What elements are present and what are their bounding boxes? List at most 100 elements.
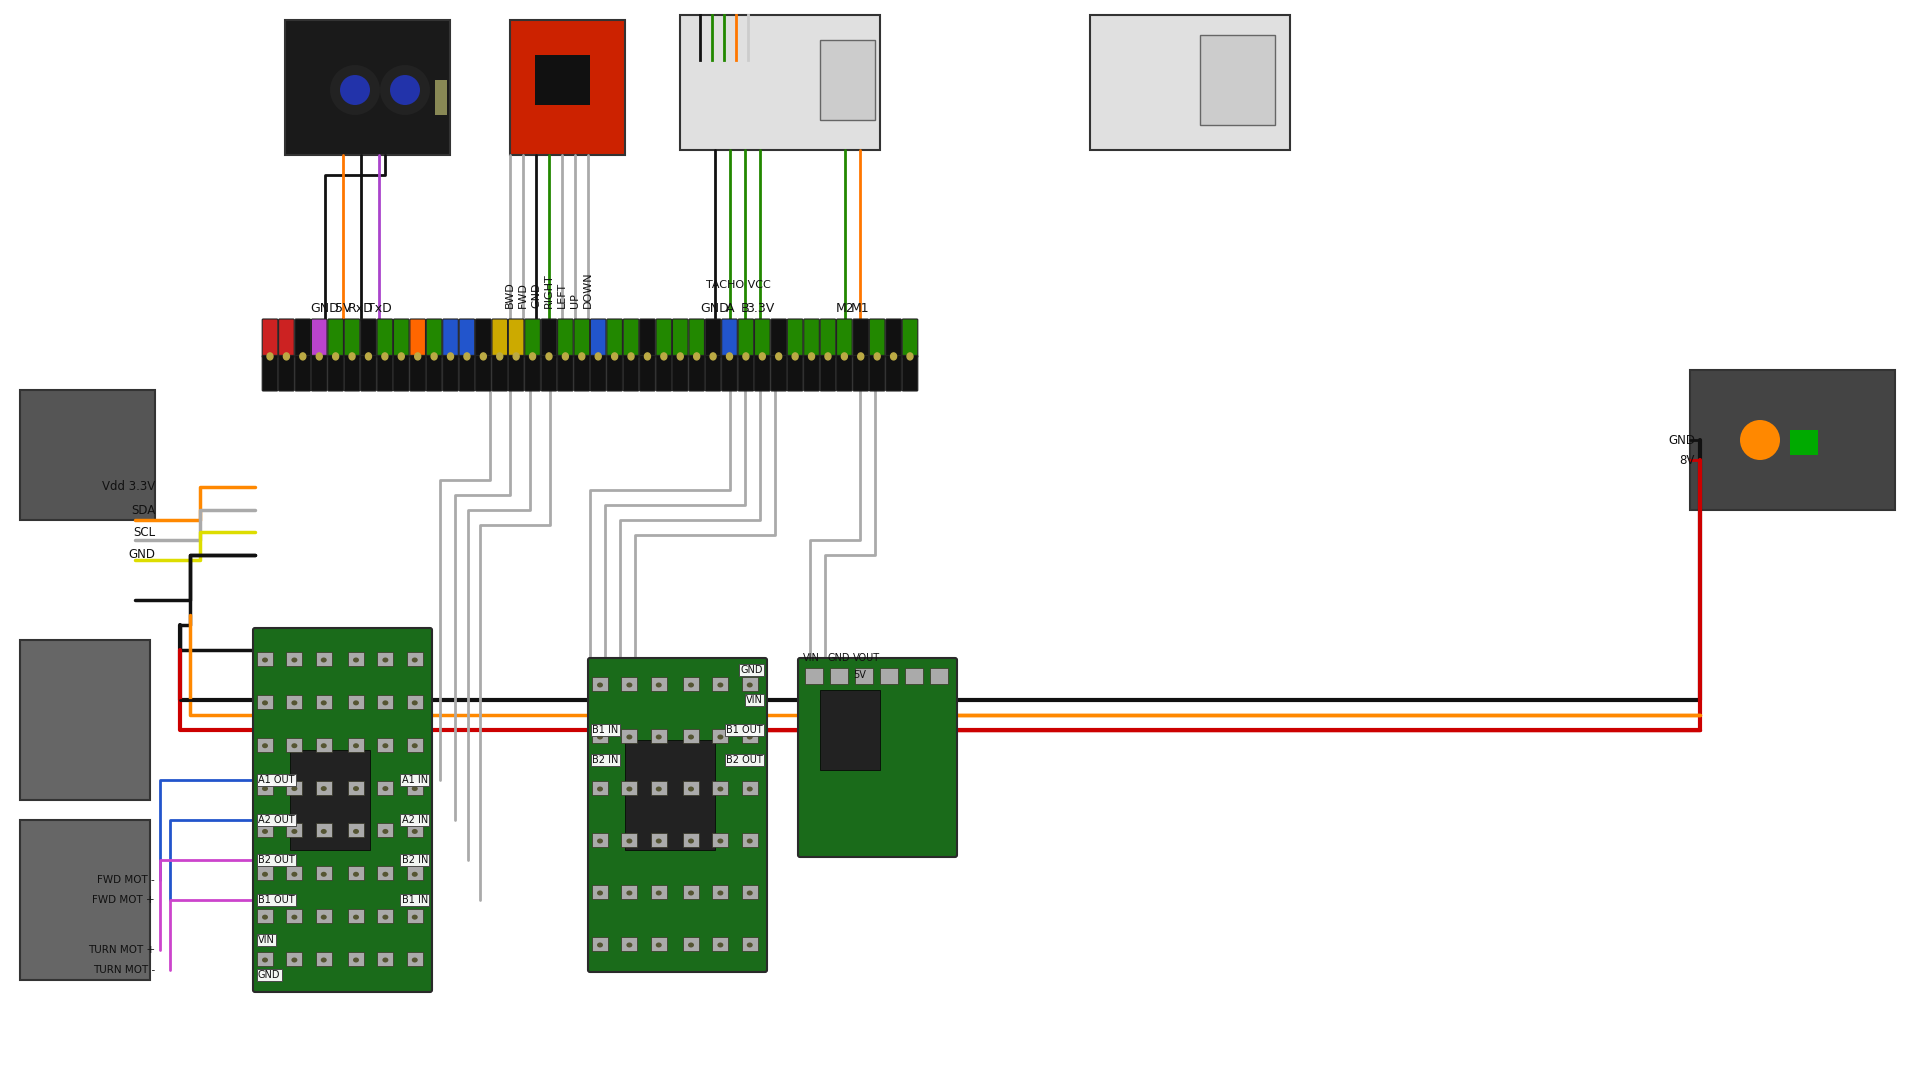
Ellipse shape — [411, 872, 419, 877]
Text: VOUT: VOUT — [852, 653, 879, 663]
FancyBboxPatch shape — [689, 355, 705, 391]
FancyBboxPatch shape — [607, 319, 622, 357]
FancyBboxPatch shape — [591, 355, 607, 391]
FancyBboxPatch shape — [541, 319, 557, 357]
Ellipse shape — [657, 734, 662, 740]
Bar — [315, 909, 332, 923]
FancyBboxPatch shape — [870, 319, 885, 357]
Ellipse shape — [626, 683, 632, 688]
Ellipse shape — [261, 658, 269, 662]
Ellipse shape — [390, 75, 420, 105]
FancyBboxPatch shape — [376, 319, 394, 357]
Ellipse shape — [330, 65, 380, 114]
FancyBboxPatch shape — [799, 658, 956, 858]
FancyBboxPatch shape — [509, 319, 524, 357]
FancyBboxPatch shape — [557, 355, 574, 391]
Text: GND: GND — [532, 283, 541, 308]
Bar — [257, 951, 273, 966]
Ellipse shape — [365, 353, 371, 360]
Text: BWD: BWD — [505, 281, 515, 308]
Ellipse shape — [292, 700, 298, 705]
Bar — [651, 781, 666, 795]
Ellipse shape — [480, 353, 486, 360]
Text: B1 IN: B1 IN — [591, 725, 618, 735]
FancyBboxPatch shape — [804, 355, 820, 391]
Text: 3.3V: 3.3V — [745, 302, 774, 315]
Bar — [290, 750, 371, 850]
Ellipse shape — [747, 838, 753, 843]
Ellipse shape — [415, 353, 420, 360]
Ellipse shape — [874, 353, 879, 360]
FancyBboxPatch shape — [755, 319, 770, 357]
Bar — [622, 729, 637, 743]
Ellipse shape — [776, 353, 781, 360]
Ellipse shape — [353, 658, 359, 662]
FancyBboxPatch shape — [672, 355, 687, 391]
Bar — [712, 729, 728, 743]
Ellipse shape — [353, 915, 359, 920]
Ellipse shape — [678, 353, 684, 360]
FancyBboxPatch shape — [541, 355, 557, 391]
Bar — [684, 729, 699, 743]
Text: VIN: VIN — [803, 653, 820, 663]
Ellipse shape — [597, 786, 603, 792]
Ellipse shape — [597, 891, 603, 895]
Ellipse shape — [657, 838, 662, 843]
Bar — [315, 694, 332, 708]
Ellipse shape — [687, 734, 693, 740]
Bar — [741, 781, 758, 795]
Bar — [378, 951, 394, 966]
Ellipse shape — [447, 353, 453, 360]
Ellipse shape — [292, 658, 298, 662]
Ellipse shape — [693, 353, 699, 360]
Bar — [315, 781, 332, 795]
Ellipse shape — [261, 872, 269, 877]
Ellipse shape — [497, 353, 503, 360]
FancyBboxPatch shape — [755, 355, 770, 391]
Bar — [651, 833, 666, 847]
Ellipse shape — [317, 353, 323, 360]
FancyBboxPatch shape — [328, 319, 344, 357]
FancyBboxPatch shape — [689, 319, 705, 357]
Bar — [854, 669, 874, 684]
Bar — [257, 866, 273, 880]
Ellipse shape — [657, 786, 662, 792]
Bar — [257, 823, 273, 837]
Text: GND: GND — [741, 665, 762, 675]
FancyBboxPatch shape — [737, 319, 755, 357]
Bar — [741, 937, 758, 951]
Bar — [348, 909, 365, 923]
FancyBboxPatch shape — [852, 319, 868, 357]
Bar — [1690, 370, 1895, 510]
Bar — [651, 677, 666, 691]
Ellipse shape — [841, 353, 847, 360]
Ellipse shape — [321, 829, 326, 834]
FancyBboxPatch shape — [296, 355, 311, 391]
Bar — [348, 652, 365, 666]
Ellipse shape — [411, 829, 419, 834]
Text: SDA: SDA — [131, 503, 156, 516]
Ellipse shape — [321, 700, 326, 705]
Bar — [536, 55, 589, 105]
FancyBboxPatch shape — [361, 355, 376, 391]
Bar — [712, 781, 728, 795]
FancyBboxPatch shape — [837, 319, 852, 357]
Bar — [286, 694, 301, 708]
Ellipse shape — [718, 943, 724, 947]
Bar — [407, 866, 422, 880]
Ellipse shape — [597, 943, 603, 947]
Bar — [591, 729, 609, 743]
Text: M2: M2 — [835, 302, 854, 315]
FancyBboxPatch shape — [459, 319, 474, 357]
Bar — [286, 823, 301, 837]
Ellipse shape — [726, 353, 733, 360]
FancyBboxPatch shape — [772, 355, 787, 391]
Bar — [929, 669, 948, 684]
Ellipse shape — [411, 915, 419, 920]
Ellipse shape — [353, 743, 359, 748]
Text: GND: GND — [311, 302, 340, 315]
FancyBboxPatch shape — [885, 355, 900, 391]
Bar — [684, 781, 699, 795]
FancyBboxPatch shape — [557, 319, 574, 357]
Ellipse shape — [626, 838, 632, 843]
